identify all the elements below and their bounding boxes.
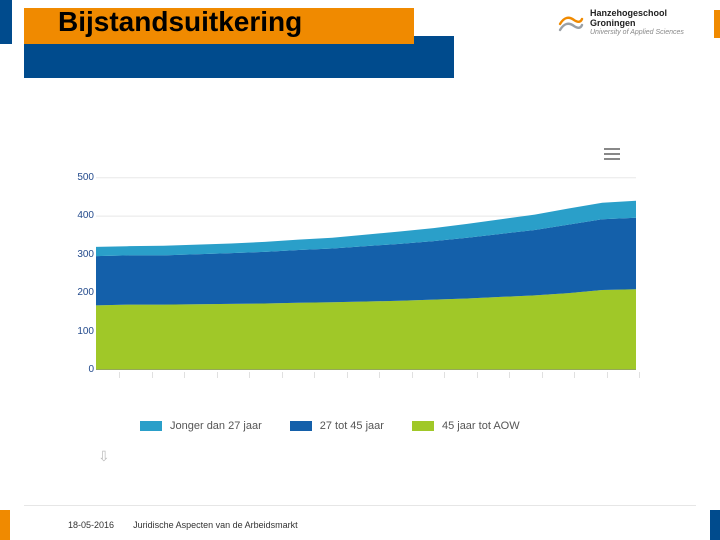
y-tick-label: 200 (68, 287, 94, 298)
accent-stripe-right (714, 10, 720, 38)
legend-item: 45 jaar tot AOW (412, 420, 520, 432)
y-tick-label: 0 (68, 364, 94, 375)
x-tick (639, 372, 640, 378)
x-tick (574, 372, 575, 378)
x-tick (119, 372, 120, 378)
x-tick (444, 372, 445, 378)
footer-rule (24, 505, 696, 506)
logo-line2: University of Applied Sciences (590, 29, 698, 37)
series-27-tot-45-jaar (96, 218, 636, 306)
footer-subject: Juridische Aspecten van de Arbeidsmarkt (133, 520, 298, 530)
footer-text: 18-05-2016 Juridische Aspecten van de Ar… (68, 520, 298, 530)
accent-stripe-left (0, 0, 12, 44)
x-tick (217, 372, 218, 378)
y-tick-label: 100 (68, 326, 94, 337)
x-tick (282, 372, 283, 378)
school-logo: Hanzehogeschool Groningen University of … (558, 10, 698, 36)
x-tick (379, 372, 380, 378)
legend-label: 45 jaar tot AOW (442, 420, 520, 432)
x-tick (477, 372, 478, 378)
x-tick (347, 372, 348, 378)
logo-line1: Hanzehogeschool Groningen (590, 9, 698, 29)
footer-date: 18-05-2016 (68, 520, 114, 530)
logo-icon (558, 12, 584, 34)
stacked-area-chart (96, 170, 636, 370)
y-tick-label: 400 (68, 210, 94, 221)
legend-swatch (412, 421, 434, 431)
page-title: Bijstandsuitkering (58, 6, 302, 38)
download-icon[interactable]: ⇩ (98, 448, 110, 465)
x-tick (509, 372, 510, 378)
legend-swatch (140, 421, 162, 431)
slide: Bijstandsuitkering Hanzehogeschool Groni… (0, 0, 720, 540)
x-tick (607, 372, 608, 378)
y-tick-label: 500 (68, 172, 94, 183)
legend-label: Jonger dan 27 jaar (170, 420, 262, 432)
legend-label: 27 tot 45 jaar (320, 420, 384, 432)
x-tick (314, 372, 315, 378)
footer-stripe-right (710, 510, 720, 540)
footer-stripe-left (0, 510, 10, 540)
x-tick (542, 372, 543, 378)
y-tick-label: 300 (68, 249, 94, 260)
x-tick (249, 372, 250, 378)
x-tick (152, 372, 153, 378)
x-tick (412, 372, 413, 378)
x-axis-ticks (119, 372, 639, 384)
legend-item: Jonger dan 27 jaar (140, 420, 262, 432)
legend-item: 27 tot 45 jaar (290, 420, 384, 432)
legend-swatch (290, 421, 312, 431)
chart-legend: Jonger dan 27 jaar 27 tot 45 jaar 45 jaar … (140, 420, 520, 432)
chart-menu-icon[interactable] (604, 148, 620, 160)
x-tick (184, 372, 185, 378)
